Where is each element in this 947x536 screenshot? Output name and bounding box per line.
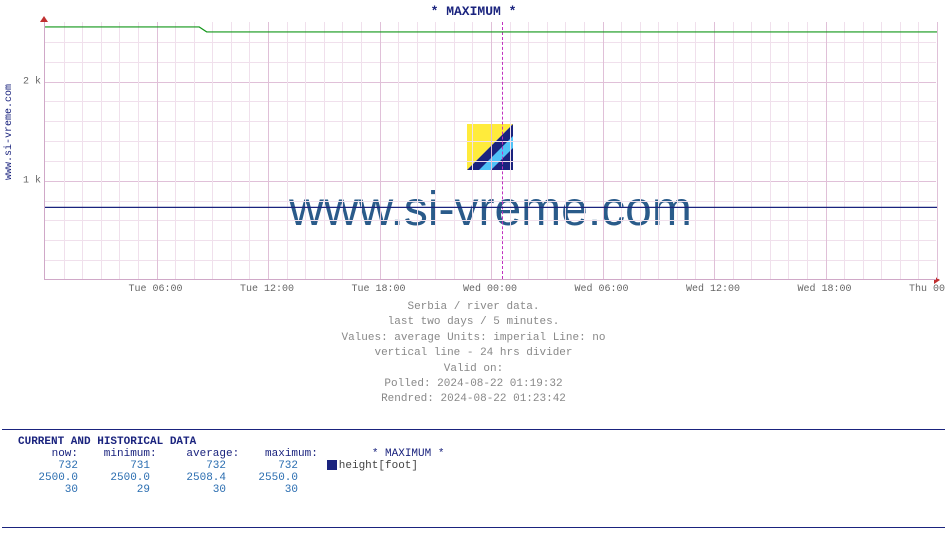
x-tick-label: Thu 00:00 xyxy=(909,284,947,295)
caption-block: Serbia / river data. last two days / 5 m… xyxy=(0,300,947,408)
legend-block: CURRENT AND HISTORICAL DATA now: minimum… xyxy=(18,436,444,496)
series-layer xyxy=(45,22,937,280)
chart-title: * MAXIMUM * xyxy=(431,4,517,19)
x-tick-label: Wed 12:00 xyxy=(686,284,740,295)
caption-line: Polled: 2024-08-22 01:19:32 xyxy=(0,377,947,392)
legend-title: CURRENT AND HISTORICAL DATA xyxy=(18,436,444,448)
caption-line: Values: average Units: imperial Line: no xyxy=(0,331,947,346)
legend-rows: 732731732732 height[foot]2500.02500.0250… xyxy=(18,460,444,496)
green-line xyxy=(45,27,937,32)
x-tick-label: Wed 00:00 xyxy=(463,284,517,295)
x-tick-label: Tue 06:00 xyxy=(128,284,182,295)
y-axis-label: www.si-vreme.com xyxy=(4,84,15,180)
legend-row: 2500.02500.02508.42550.0 xyxy=(18,472,444,484)
legend-header-min: minimum: xyxy=(85,448,157,460)
legend-marker-icon xyxy=(327,460,337,470)
legend-header-max: maximum: xyxy=(246,448,318,460)
caption-line: vertical line - 24 hrs divider xyxy=(0,346,947,361)
caption-line: Valid on: xyxy=(0,362,947,377)
plot-area: www.si-vreme.com xyxy=(44,22,936,280)
y-tick-label: 1 k xyxy=(15,175,41,186)
legend-headers: now: minimum: average: maximum: * MAXIMU… xyxy=(18,448,444,460)
x-tick-label: Wed 06:00 xyxy=(574,284,628,295)
chart-container: * MAXIMUM * www.si-vreme.com www.si-vrem… xyxy=(0,0,947,536)
caption-line: Serbia / river data. xyxy=(0,300,947,315)
separator-line xyxy=(2,429,945,430)
legend-row: 30293030 xyxy=(18,484,444,496)
separator-line xyxy=(2,527,945,528)
caption-line: Rendred: 2024-08-22 01:23:42 xyxy=(0,392,947,407)
y-tick-label: 2 k xyxy=(15,76,41,87)
x-tick-label: Tue 18:00 xyxy=(351,284,405,295)
x-tick-label: Tue 12:00 xyxy=(240,284,294,295)
legend-header-series: * MAXIMUM * xyxy=(324,448,444,460)
legend-row: 732731732732 height[foot] xyxy=(18,460,444,472)
legend-header-avg: average: xyxy=(163,448,239,460)
caption-line: last two days / 5 minutes. xyxy=(0,315,947,330)
legend-header-now: now: xyxy=(18,448,78,460)
x-tick-label: Wed 18:00 xyxy=(797,284,851,295)
